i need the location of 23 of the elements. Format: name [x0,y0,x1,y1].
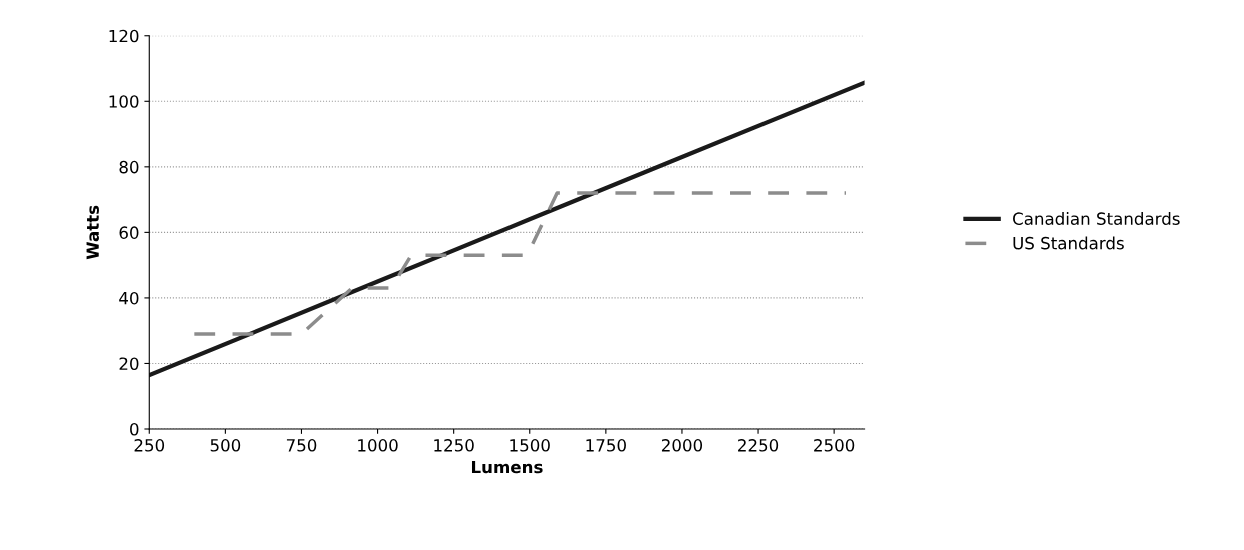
legend-label: Canadian Standards [1013,212,1180,225]
x-tick-label: 1500 [510,439,550,452]
y-axis-title: Watts [86,205,99,260]
x-axis-title: Lumens [471,460,543,474]
x-tick-label: 1750 [586,439,626,452]
y-tick-label: 0 [130,422,139,436]
line-series [149,80,865,378]
y-tick-label: 60 [119,226,139,239]
x-tick-label: 1000 [358,439,398,452]
x-tick-label: 750 [286,439,317,452]
y-tick-label: 80 [119,160,139,174]
line-series [192,191,848,336]
x-tick-label: 1250 [434,439,474,452]
x-tick-label: 2250 [738,439,779,452]
y-tick-label: 120 [109,29,139,43]
y-tick-label: 20 [119,357,139,371]
x-tick-label: 250 [134,439,165,452]
y-tick-label: 40 [119,291,139,305]
x-tick-label: 2500 [814,439,855,452]
legend-label: US Standards [1013,236,1124,250]
y-tick-label: 100 [109,95,139,108]
x-tick-label: 2000 [661,439,703,452]
x-tick-label: 500 [210,439,241,452]
